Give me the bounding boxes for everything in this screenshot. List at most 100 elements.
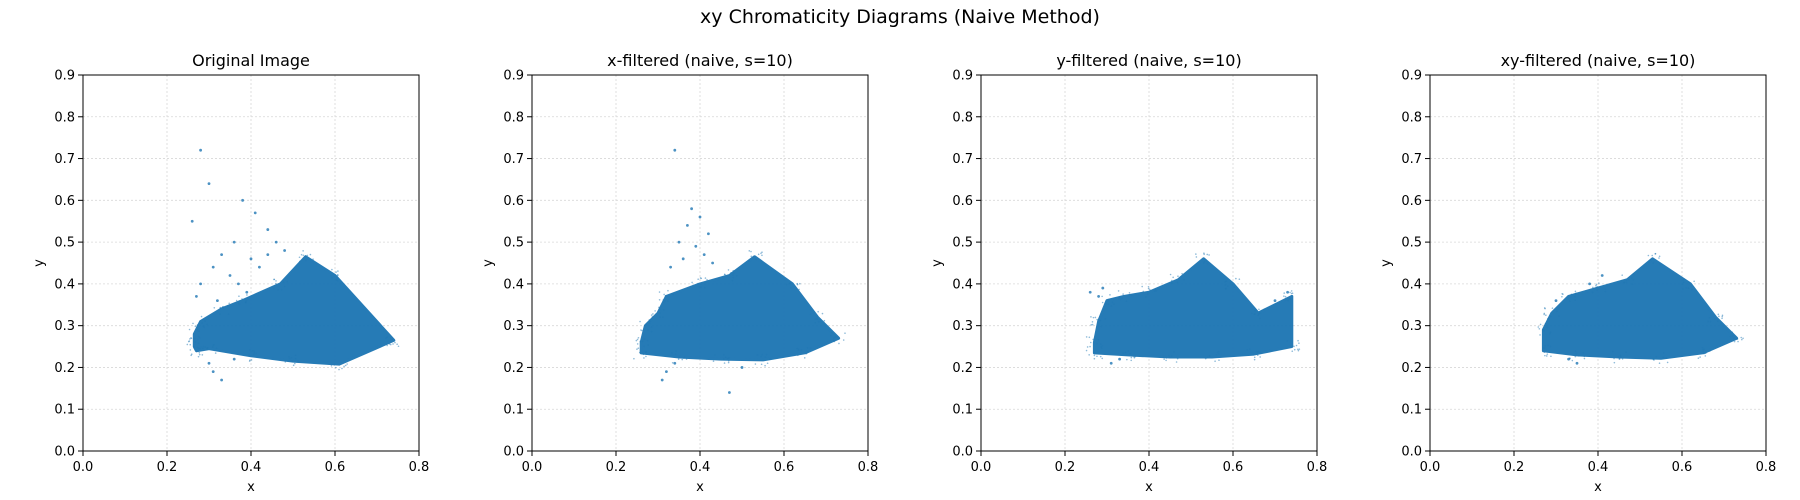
scatter-point [274,240,278,244]
scatter-point [766,362,769,365]
scatter-point [1093,357,1096,360]
scatter-point [196,326,199,328]
scatter-point [1537,326,1540,328]
scatter-point [723,273,726,276]
scatter-point [283,285,286,288]
scatter-point [1144,296,1147,298]
y-tick-label: 0.2 [54,361,75,376]
scatter-point [1583,357,1586,360]
scatter-point [335,271,337,273]
scatter-point [1257,350,1260,353]
scatter-point [204,346,207,348]
scatter-point [1130,359,1133,362]
scatter-point [1253,358,1256,361]
scatter-point [1101,344,1104,347]
scatter-point [193,345,195,348]
scatter-point [312,258,314,260]
y-tick-label: 0.8 [1401,110,1422,125]
y-axis-label: y [481,259,496,267]
subplot-title: Original Image [192,51,310,70]
scatter-point [294,362,296,365]
scatter-point [1545,355,1548,357]
scatter-point [294,357,297,360]
x-tick-label: 0.4 [241,460,262,475]
scatter-point [641,352,644,355]
scatter-point [1561,295,1563,298]
scatter-point [1177,275,1179,278]
scatter-point [212,344,214,347]
y-tick-label: 0.6 [503,194,524,209]
axes-frame [980,74,1318,452]
scatter-point [1703,348,1705,351]
scatter-point [662,299,665,301]
scatter-point [1249,348,1251,350]
scatter-point [202,345,205,348]
scatter-point [800,349,803,351]
scatter-point [728,391,731,394]
subplot-title: xy-filtered (naive, s=10) [1501,51,1696,70]
y-tick-label: 0.3 [54,319,75,334]
y-tick-label: 0.8 [503,110,524,125]
scatter-point [288,355,290,358]
scatter-point [1112,297,1115,300]
scatter-point [1141,285,1143,288]
scatter-point [750,255,753,258]
scatter-point [1611,350,1614,353]
scatter-point [333,364,336,366]
scatter-point [1297,339,1299,342]
scatter-point [198,353,201,356]
scatter-point [1549,331,1552,333]
scatter-point [331,276,333,279]
scatter-point [798,288,800,291]
scatter-point [1092,316,1095,319]
scatter-point [228,274,232,277]
scatter-point [1574,299,1576,301]
y-tick-label: 0.7 [503,152,524,167]
scatter-point [1619,354,1622,357]
scatter-point [1121,297,1123,300]
scatter-point [1097,338,1100,341]
scatter-point [388,343,391,345]
scatter-point [188,340,191,342]
scatter-point [201,354,204,356]
scatter-point [1595,286,1598,289]
scatter-point [1246,348,1249,351]
scatter-point [1090,316,1092,318]
scatter-point [1544,323,1547,325]
figure-title: xy Chromaticity Diagrams (Naive Method) [700,6,1100,28]
scatter-point [266,228,270,231]
x-tick-label: 0.2 [606,460,627,475]
scatter-point [796,283,799,286]
scatter-point [1091,323,1094,326]
scatter-point [702,253,706,257]
scatter-point [1256,351,1259,354]
x-tick-label: 0.2 [1055,460,1076,475]
scatter-point [1091,321,1094,323]
scatter-point [638,351,641,354]
scatter-point [1153,290,1156,292]
scatter-point [764,356,767,358]
scatter-point [728,357,730,359]
scatter-point [700,286,702,289]
scatter-point [1708,317,1711,319]
scatter-point [193,347,196,349]
scatter-point [1539,323,1542,326]
y-tick-label: 0.1 [503,403,524,418]
scatter-point [1574,355,1577,358]
scatter-point [677,358,680,361]
scatter-point [674,353,677,355]
scatter-point [1618,358,1621,360]
x-tick-label: 0.6 [325,460,346,475]
scatter-point [1088,336,1091,339]
scatter-point [189,349,192,351]
scatter-point [669,265,672,269]
scatter-point [1125,300,1128,302]
scatter-point [397,345,400,348]
x-axis-label: x [1594,480,1602,495]
scatter-point [1088,354,1090,356]
scatter-point [1651,254,1654,257]
scatter-point [280,288,283,291]
scatter-point [277,288,279,291]
scatter-point [196,346,199,349]
scatter-point-cloud [639,255,841,362]
